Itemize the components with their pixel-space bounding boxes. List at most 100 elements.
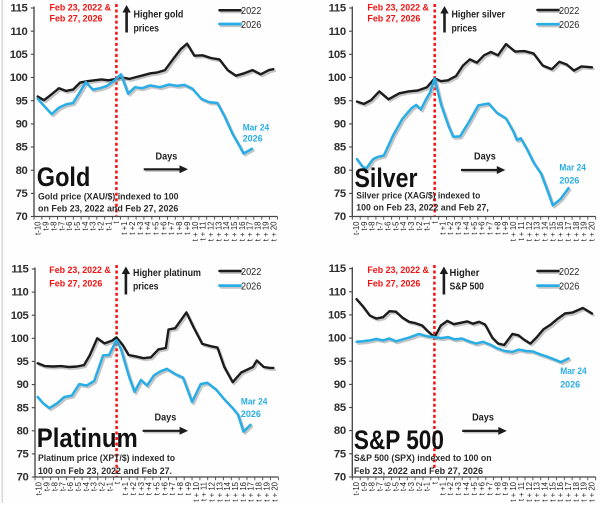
- svg-text:t-4: t-4: [81, 221, 90, 231]
- svg-text:t +5: t +5: [470, 481, 479, 495]
- svg-text:t + 11: t + 11: [517, 482, 526, 501]
- svg-text:Feb 27, 2026: Feb 27, 2026: [367, 14, 420, 25]
- svg-text:t + 13: t + 13: [533, 482, 542, 502]
- svg-text:75: 75: [17, 449, 29, 461]
- svg-text:70: 70: [17, 472, 29, 484]
- svg-text:90: 90: [334, 119, 346, 131]
- svg-text:t + 12: t + 12: [525, 482, 534, 502]
- svg-text:t + 10: t + 10: [509, 221, 518, 241]
- svg-text:t + 14: t + 14: [541, 221, 550, 241]
- svg-text:t + 12: t + 12: [208, 482, 217, 502]
- svg-text:t +7: t +7: [167, 222, 176, 235]
- svg-text:2026: 2026: [559, 20, 580, 31]
- svg-text:t-4: t-4: [399, 221, 408, 231]
- svg-text:t + 18: t + 18: [254, 222, 263, 242]
- svg-text:t +8: t +8: [175, 222, 184, 235]
- svg-text:t + 17: t + 17: [247, 482, 256, 502]
- svg-text:t-8: t-8: [49, 222, 58, 231]
- svg-text:t-1: t-1: [423, 222, 432, 231]
- svg-text:t-7: t-7: [57, 222, 66, 231]
- svg-text:90: 90: [16, 119, 28, 131]
- svg-text:t + 10: t + 10: [192, 481, 201, 501]
- svg-text:115: 115: [329, 263, 346, 275]
- svg-text:t +3: t +3: [454, 482, 463, 495]
- svg-text:S&P 500: S&P 500: [354, 425, 444, 455]
- svg-text:100: 100: [328, 72, 346, 84]
- svg-text:t + 20: t + 20: [588, 481, 597, 501]
- svg-text:t +2: t +2: [128, 222, 137, 235]
- svg-text:Gold price (XAU/$) indexed to: Gold price (XAU/$) indexed to 100: [38, 192, 179, 202]
- svg-text:t-1: t-1: [423, 482, 432, 491]
- svg-text:t-2: t-2: [97, 222, 106, 231]
- svg-text:80: 80: [334, 425, 346, 437]
- svg-text:95: 95: [334, 95, 346, 107]
- svg-text:Mar 24: Mar 24: [559, 163, 586, 174]
- svg-text:t + 15: t + 15: [231, 481, 240, 501]
- svg-text:2026: 2026: [243, 134, 263, 145]
- svg-text:t + 19: t + 19: [262, 482, 271, 502]
- svg-text:105: 105: [328, 310, 346, 322]
- svg-text:t +6: t +6: [478, 482, 487, 495]
- svg-text:Days: Days: [156, 151, 178, 162]
- svg-text:t-6: t-6: [66, 482, 75, 491]
- svg-text:t + 20: t + 20: [269, 221, 278, 241]
- svg-text:70: 70: [334, 472, 346, 484]
- svg-text:80: 80: [16, 165, 28, 177]
- svg-text:95: 95: [334, 356, 346, 368]
- svg-text:t-2: t-2: [98, 482, 107, 491]
- svg-text:t-2: t-2: [415, 222, 424, 231]
- svg-text:t +8: t +8: [493, 222, 502, 235]
- svg-text:t + 14: t + 14: [222, 221, 231, 241]
- svg-text:70: 70: [334, 211, 346, 223]
- svg-text:t-3: t-3: [407, 222, 416, 231]
- svg-text:115: 115: [10, 3, 27, 15]
- svg-text:t +2: t +2: [446, 482, 455, 495]
- svg-text:t: t: [112, 221, 121, 224]
- svg-text:t-1: t-1: [105, 482, 114, 491]
- svg-text:t + 13: t + 13: [533, 222, 542, 242]
- svg-text:t-4: t-4: [82, 481, 91, 491]
- svg-text:t + 11: t + 11: [517, 222, 526, 241]
- svg-text:t + 19: t + 19: [580, 482, 589, 502]
- svg-text:t +3: t +3: [137, 482, 146, 495]
- svg-text:t +9: t +9: [501, 482, 510, 495]
- svg-text:110: 110: [329, 286, 346, 298]
- svg-text:Feb 23, 2022 &: Feb 23, 2022 &: [49, 265, 111, 276]
- svg-text:2022: 2022: [559, 6, 580, 17]
- svg-text:t +2: t +2: [446, 222, 455, 235]
- svg-text:95: 95: [16, 95, 28, 107]
- svg-text:Mar 24: Mar 24: [243, 122, 270, 133]
- svg-text:t-5: t-5: [391, 221, 400, 231]
- svg-text:t +1: t +1: [121, 482, 130, 495]
- svg-text:105: 105: [11, 310, 29, 322]
- svg-text:100: 100: [328, 333, 346, 345]
- svg-text:t + 17: t + 17: [564, 222, 573, 242]
- svg-text:t-8: t-8: [50, 482, 59, 491]
- svg-text:t + 19: t + 19: [261, 222, 270, 242]
- svg-text:t + 13: t + 13: [214, 222, 223, 242]
- svg-text:t: t: [431, 221, 440, 224]
- svg-text:2026: 2026: [241, 20, 262, 31]
- svg-text:t-5: t-5: [73, 221, 82, 231]
- svg-text:Days: Days: [155, 412, 177, 423]
- svg-text:2026: 2026: [560, 379, 580, 390]
- svg-text:115: 115: [11, 264, 28, 276]
- svg-text:t-7: t-7: [376, 222, 385, 231]
- svg-text:75: 75: [334, 188, 346, 200]
- svg-text:t + 16: t + 16: [556, 222, 565, 242]
- svg-text:Gold: Gold: [37, 162, 91, 192]
- svg-text:Feb 27, 2026: Feb 27, 2026: [49, 278, 102, 289]
- svg-text:t + 16: t + 16: [239, 482, 248, 502]
- svg-text:t +3: t +3: [136, 222, 145, 235]
- svg-text:t: t: [431, 481, 440, 484]
- svg-text:t-6: t-6: [383, 482, 392, 491]
- svg-text:85: 85: [334, 142, 346, 154]
- svg-text:t +2: t +2: [129, 482, 138, 495]
- svg-text:t + 17: t + 17: [564, 482, 573, 502]
- svg-text:t + 10: t + 10: [191, 221, 200, 241]
- svg-text:t-5: t-5: [74, 481, 83, 491]
- svg-text:t + 18: t + 18: [255, 482, 264, 502]
- svg-text:t-3: t-3: [407, 482, 416, 491]
- svg-text:t +4: t +4: [462, 481, 471, 495]
- svg-text:Days: Days: [474, 151, 496, 162]
